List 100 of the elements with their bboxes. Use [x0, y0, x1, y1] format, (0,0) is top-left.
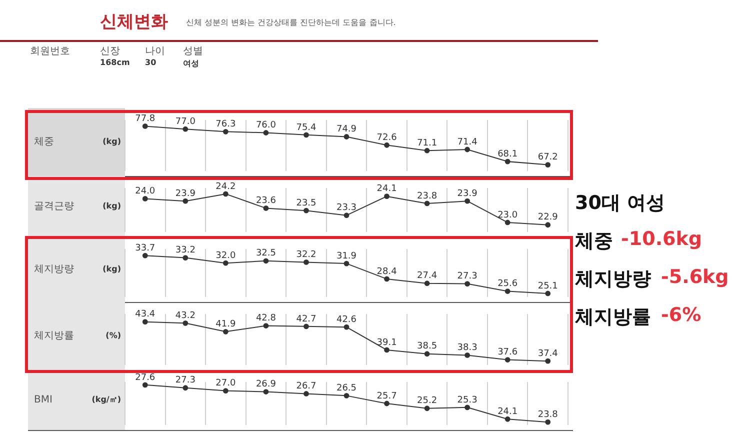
text: 나이 [145, 45, 165, 58]
point [504, 158, 510, 164]
data-label: 23.8 [417, 191, 438, 202]
point [222, 328, 228, 334]
data-label: 67.2 [538, 152, 558, 163]
data-label: 75.4 [296, 122, 317, 133]
point [182, 320, 188, 326]
point [504, 288, 510, 294]
data-label: 42.7 [296, 314, 316, 324]
point [384, 194, 390, 200]
data-label: 37.6 [498, 348, 518, 358]
data-label: 31.9 [336, 251, 357, 262]
data-label: 27.0 [216, 378, 236, 389]
point [344, 134, 350, 140]
point [344, 212, 350, 218]
point [142, 252, 148, 258]
point [263, 130, 269, 136]
point [384, 276, 390, 282]
data-label: 77.8 [135, 114, 156, 124]
data-label: 72.6 [376, 132, 398, 143]
point [424, 200, 430, 206]
point [142, 196, 148, 202]
point [424, 351, 430, 357]
text: -10.6kg [621, 228, 702, 250]
point [545, 222, 551, 228]
data-label: 68.1 [498, 149, 518, 160]
data-label: 33.2 [175, 246, 196, 256]
point [344, 324, 350, 330]
data-label: 71.4 [457, 137, 478, 148]
point [304, 208, 309, 214]
data-label: 23.8 [538, 410, 558, 420]
point [344, 260, 350, 266]
data-label: 23.6 [256, 196, 276, 206]
point [504, 357, 510, 362]
point [222, 128, 228, 134]
data-label: 26.5 [336, 384, 357, 394]
data-label: 24.1 [376, 184, 397, 194]
point [304, 260, 309, 265]
data-label: 28.4 [376, 266, 398, 277]
data-label: 32.5 [256, 248, 276, 259]
data-label: 43.4 [135, 310, 156, 320]
data-label: 43.2 [175, 311, 196, 321]
point [142, 382, 148, 388]
point [344, 392, 350, 398]
y-axis-title: 체지방량 [34, 264, 74, 276]
point [545, 358, 551, 364]
point [304, 391, 309, 396]
y-axis-title: BMI [34, 394, 52, 406]
data-label: 42.6 [336, 314, 357, 325]
y-axis-title: 골격근량 [34, 201, 74, 212]
text: 168cm [100, 58, 130, 67]
point [464, 404, 470, 410]
text: -6% [661, 304, 702, 326]
data-label: 27.3 [175, 376, 196, 386]
data-label: 76.3 [216, 120, 236, 130]
text: -5.6kg [661, 266, 729, 288]
y-axis-title: 체지방률 [34, 330, 74, 342]
data-label: 25.6 [498, 279, 518, 290]
data-label: 23.5 [296, 198, 316, 208]
data-label: 23.9 [175, 188, 196, 199]
text: (kg) [102, 264, 121, 274]
text: 회원번호 [30, 45, 70, 58]
data-label: 24.0 [135, 186, 156, 197]
data-label: 76.0 [256, 120, 276, 131]
data-label: 25.1 [538, 281, 558, 292]
text: 신체변화 [100, 11, 168, 33]
text: (%) [106, 331, 121, 340]
point [222, 191, 228, 197]
data-label: 71.1 [417, 138, 438, 148]
point [263, 389, 269, 394]
data-label: 77.0 [175, 116, 196, 127]
point [384, 347, 390, 353]
text: 여성 [183, 58, 199, 69]
data-label: 26.9 [256, 380, 276, 390]
data-label: 27.3 [457, 272, 478, 282]
point [304, 132, 309, 138]
point [424, 280, 430, 286]
data-label: 74.9 [336, 124, 357, 135]
point [263, 258, 269, 264]
point [464, 146, 470, 152]
point [545, 290, 551, 296]
point [424, 148, 430, 154]
point [222, 260, 228, 266]
data-label: 25.3 [457, 395, 478, 406]
data-label: 41.9 [216, 320, 236, 330]
point [424, 406, 430, 412]
point [464, 281, 470, 286]
point [545, 419, 551, 425]
text: 체지방률 [575, 305, 651, 330]
data-label: 24.1 [498, 406, 518, 417]
data-label: 25.2 [417, 396, 438, 406]
data-label: 23.3 [336, 203, 357, 214]
data-label: 32.2 [296, 250, 316, 260]
point [304, 324, 309, 330]
point [263, 323, 269, 328]
text: 체중 [575, 229, 613, 254]
data-label: 27.4 [417, 271, 438, 282]
text: 신체 성분의 변화는 건강상태를 진단하는데 도움을 줍니다. [186, 17, 396, 28]
data-label: 23.0 [498, 210, 518, 220]
point [182, 126, 188, 132]
